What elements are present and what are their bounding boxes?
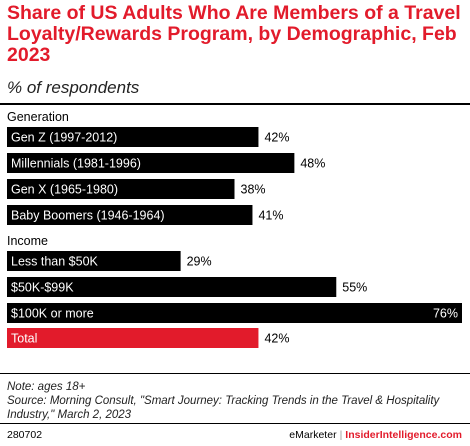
value-label-4: 29% bbox=[187, 255, 212, 269]
source-text: Source: Morning Consult, "Smart Journey:… bbox=[7, 395, 440, 421]
value-label-6: 76% bbox=[433, 307, 458, 321]
bar-0 bbox=[7, 127, 259, 147]
bar-label-0: Gen Z (1997-2012) bbox=[11, 131, 117, 145]
bar-4 bbox=[7, 251, 181, 271]
brand-separator: | bbox=[339, 429, 343, 441]
value-label-5: 55% bbox=[342, 281, 367, 295]
brand-emarketer: eMarketer bbox=[289, 429, 337, 441]
note-text: Note: ages 18+ bbox=[7, 381, 86, 393]
bar-label-6: $100K or more bbox=[11, 307, 94, 321]
chart-title: Share of US Adults Who Are Members of a … bbox=[7, 2, 461, 66]
bar-6 bbox=[7, 303, 462, 323]
value-label-1: 48% bbox=[300, 157, 325, 171]
group-heading-1: Income bbox=[7, 234, 48, 248]
bar-label-total: Total bbox=[11, 332, 37, 346]
brand: eMarketer | InsiderIntelligence.com bbox=[289, 429, 462, 441]
bottom-rule bbox=[0, 373, 470, 374]
bar-total bbox=[7, 328, 259, 348]
bar-3 bbox=[7, 205, 253, 225]
bar-label-1: Millennials (1981-1996) bbox=[11, 157, 141, 171]
bar-label-2: Gen X (1965-1980) bbox=[11, 183, 118, 197]
group-heading-0: Generation bbox=[7, 110, 69, 124]
value-label-0: 42% bbox=[264, 131, 289, 145]
bar-2 bbox=[7, 179, 235, 199]
footer: 280702 eMarketer | InsiderIntelligence.com bbox=[0, 424, 470, 446]
footer-rule bbox=[0, 423, 470, 424]
chart-subtitle: % of respondents bbox=[7, 78, 140, 97]
bar-label-3: Baby Boomers (1946-1964) bbox=[11, 209, 165, 223]
bar-chart: Generation Gen Z (1997-2012) 42% Millennial… bbox=[7, 110, 462, 348]
bar-label-5: $50K-$99K bbox=[11, 281, 74, 295]
chart-id: 280702 bbox=[7, 429, 43, 441]
brand-insider-intelligence: InsiderIntelligence.com bbox=[345, 429, 462, 441]
bar-1 bbox=[7, 153, 295, 173]
value-label-2: 38% bbox=[241, 183, 266, 197]
value-label-total: 42% bbox=[264, 332, 289, 346]
bar-label-4: Less than $50K bbox=[11, 255, 99, 269]
value-label-3: 41% bbox=[258, 209, 283, 223]
bar-5 bbox=[7, 277, 337, 297]
chart-notes: Note: ages 18+ Source: Morning Consult, … bbox=[7, 380, 462, 422]
top-rule bbox=[0, 103, 470, 105]
